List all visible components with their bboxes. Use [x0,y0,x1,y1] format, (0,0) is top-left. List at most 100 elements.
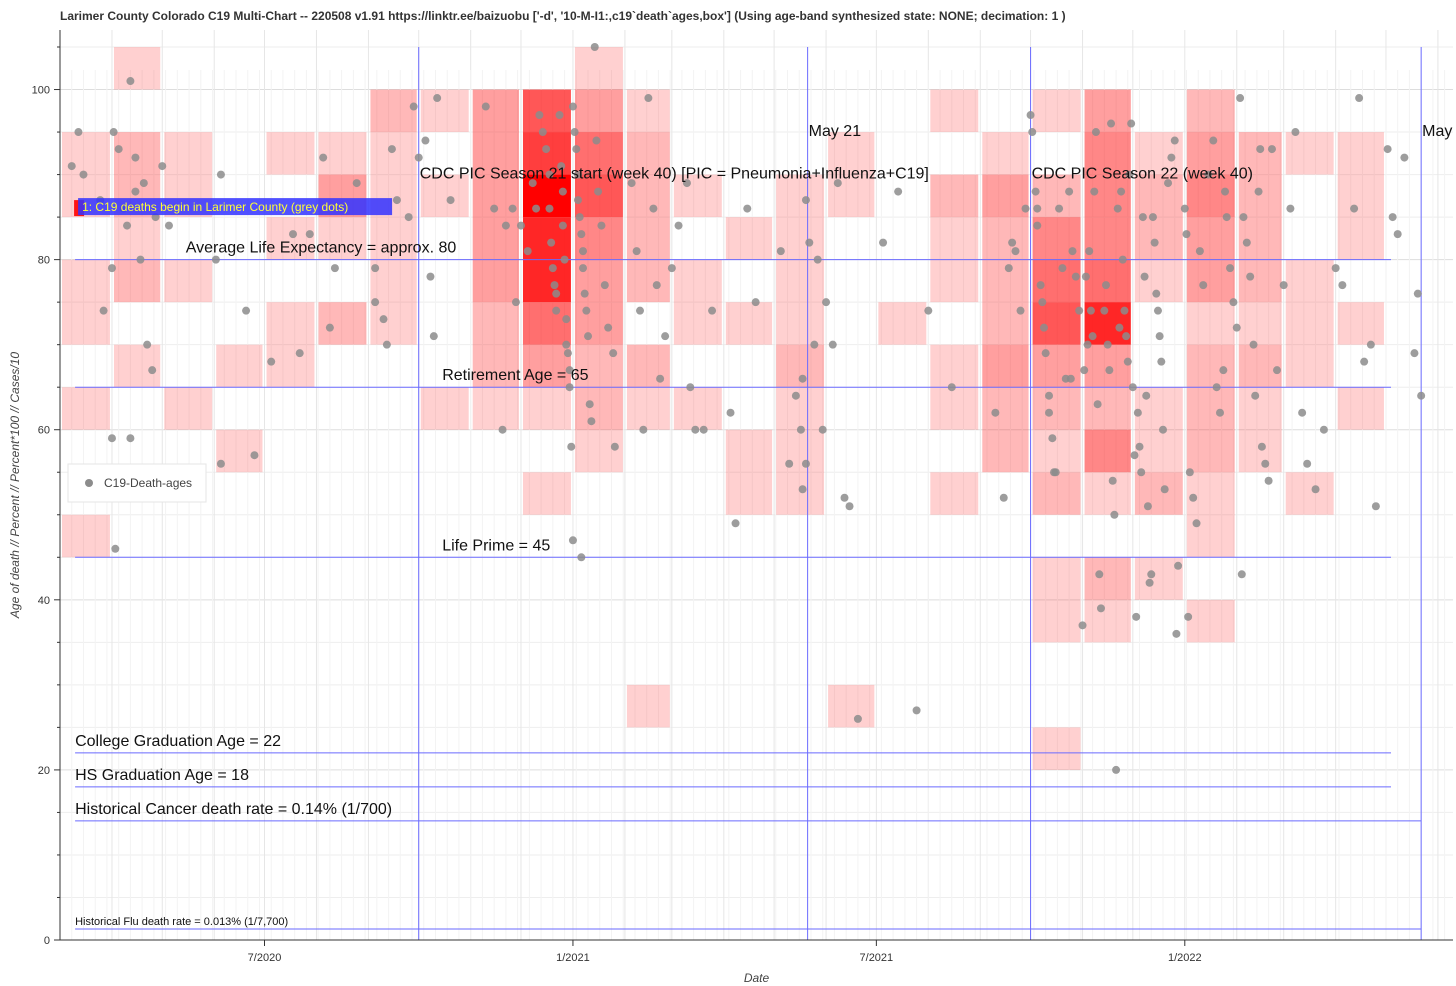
y-tick-label: 100 [32,85,50,97]
death-age-point [1261,459,1270,468]
death-age-point [1011,247,1020,256]
death-age-point [691,425,700,434]
death-age-point [1388,213,1397,222]
death-age-point [801,196,810,205]
death-age-point [579,264,588,273]
death-age-point [330,264,339,273]
death-age-point [1311,485,1320,494]
death-age-point [1028,128,1037,137]
heat-box [1238,132,1282,175]
death-age-point [1055,204,1064,213]
death-age-point [1393,230,1402,239]
death-age-point [216,170,225,179]
heat-box [930,174,979,218]
heat-box [1032,89,1081,133]
reference-line-label: College Graduation Age = 22 [75,733,281,750]
heat-box [1032,557,1081,600]
heat-box [1032,599,1081,643]
heat-box [1238,344,1282,388]
heat-box [266,217,315,260]
death-age-point [579,247,588,256]
death-age-point [1016,306,1025,315]
death-age-point [552,306,561,315]
death-age-point [1383,145,1392,154]
death-age-point [1319,425,1328,434]
death-age-point [289,230,298,239]
death-age-point [776,247,785,256]
death-age-point [1145,578,1154,587]
heat-box [1084,259,1131,303]
heat-box [1084,344,1131,388]
heat-box [1186,599,1235,643]
death-age-point [1080,366,1089,375]
death-age-point [565,366,574,375]
death-age-point [1125,170,1134,179]
death-age-point [609,349,618,358]
death-age-point [1170,136,1179,145]
death-age-point [550,281,559,290]
heat-box [574,429,623,473]
death-age-point [1199,281,1208,290]
heat-box [1032,727,1081,770]
death-age-point [414,153,423,162]
death-age-point [805,238,814,247]
heat-box [776,259,825,303]
heat-box [370,302,417,345]
death-age-point [785,459,794,468]
heat-box [370,89,417,133]
death-age-point [1242,238,1251,247]
death-age-point [139,179,148,188]
death-age-point [1219,366,1228,375]
death-age-point [1085,247,1094,256]
death-age-point [1051,468,1060,477]
death-age-point [743,204,752,213]
death-age-point [1182,230,1191,239]
death-age-point [1130,451,1139,460]
death-age-point [1107,119,1116,128]
death-age-point [627,179,636,188]
death-age-point [1068,247,1077,256]
heat-box [62,387,110,430]
death-age-point [542,145,551,154]
death-age-point [828,340,837,349]
death-age-point [557,162,566,171]
heat-box [1134,387,1183,430]
death-age-point [1195,247,1204,256]
heat-box [725,429,773,473]
heat-box [113,344,161,388]
death-age-point [379,315,388,324]
death-age-point [798,374,807,383]
death-age-point [371,298,380,307]
death-age-point [1254,187,1263,196]
heat-box [164,259,213,303]
death-age-point [148,366,157,375]
callout-box [78,198,393,216]
heat-box [1134,472,1183,515]
reference-line-label: Life Prime = 45 [442,537,550,554]
death-age-point [731,519,740,528]
death-age-point [567,442,576,451]
heat-box [1186,344,1235,388]
heat-box [62,259,110,303]
death-age-point [126,77,135,86]
y-tick-label: 20 [38,765,50,777]
death-age-point [1033,221,1042,230]
death-age-point [1058,264,1067,273]
death-age-point [639,425,648,434]
heat-box [420,387,469,430]
death-age-point [570,128,579,137]
heat-box [1186,472,1235,515]
heat-box [1238,217,1282,260]
heat-box [930,89,979,133]
death-age-point [1355,94,1364,103]
death-age-point [853,714,862,723]
death-age-point [587,417,596,426]
death-age-point [1138,213,1147,222]
death-age-point [1117,187,1126,196]
death-age-point [798,485,807,494]
heat-box [1238,174,1282,218]
death-age-point [151,213,160,222]
death-age-point [894,187,903,196]
x-tick-label: 7/2020 [248,952,282,964]
death-age-point [1045,408,1054,417]
